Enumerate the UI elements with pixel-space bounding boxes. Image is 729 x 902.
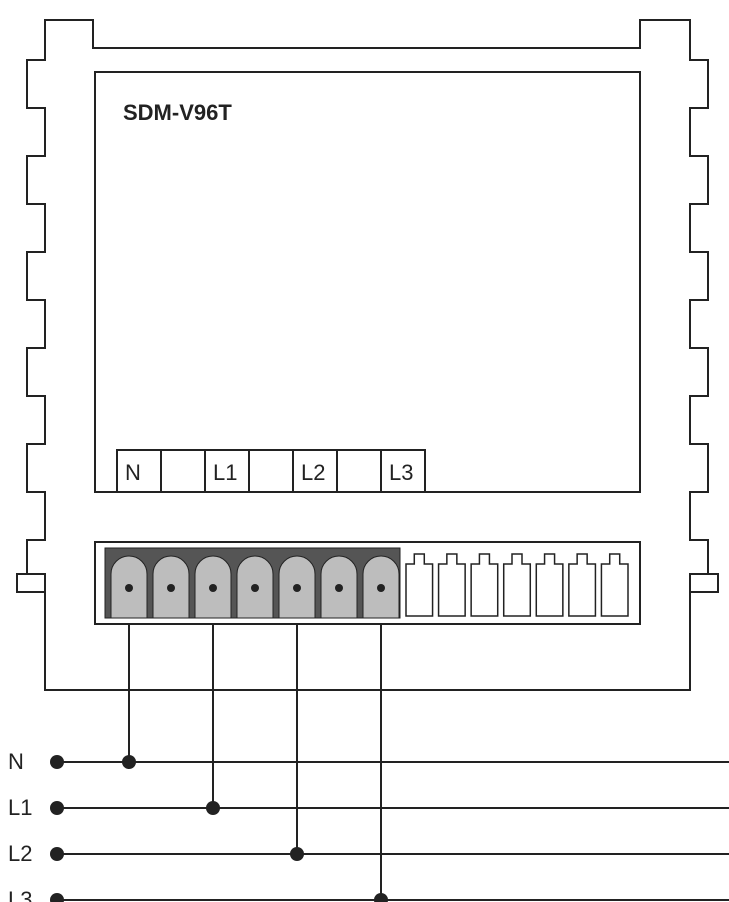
terminal-screw-dot <box>377 584 385 592</box>
terminal-label-text: N <box>125 460 141 485</box>
terminal-screw-dot <box>251 584 259 592</box>
terminal-label-text: L2 <box>301 460 325 485</box>
wire-junction-node <box>374 893 388 902</box>
model-label: SDM-V96T <box>123 100 232 125</box>
left-side-tab <box>17 574 45 592</box>
terminal-slot-empty <box>471 554 498 616</box>
terminal-screw-dot <box>125 584 133 592</box>
terminal-screw-dot <box>209 584 217 592</box>
terminal-label-cell <box>161 450 205 492</box>
terminal-slot-empty <box>504 554 531 616</box>
terminal-slot-empty <box>601 554 628 616</box>
terminal-screw-dot <box>335 584 343 592</box>
terminal-slot-empty <box>439 554 466 616</box>
terminal-screw-dot <box>293 584 301 592</box>
wire-label: N <box>8 749 24 774</box>
terminal-label-cell <box>337 450 381 492</box>
terminal-slot-empty <box>536 554 563 616</box>
terminal-screw-dot <box>167 584 175 592</box>
wire-label: L3 <box>8 887 32 902</box>
terminal-slot-empty <box>569 554 596 616</box>
wire-label: L1 <box>8 795 32 820</box>
terminal-label-text: L1 <box>213 460 237 485</box>
wire-junction-node <box>290 847 304 861</box>
terminal-slot-empty <box>406 554 433 616</box>
display-panel <box>95 72 640 492</box>
terminal-label-cell <box>249 450 293 492</box>
wire-junction-node <box>122 755 136 769</box>
wire-junction-node <box>206 801 220 815</box>
terminal-label-text: L3 <box>389 460 413 485</box>
wire-label: L2 <box>8 841 32 866</box>
right-side-tab <box>690 574 718 592</box>
